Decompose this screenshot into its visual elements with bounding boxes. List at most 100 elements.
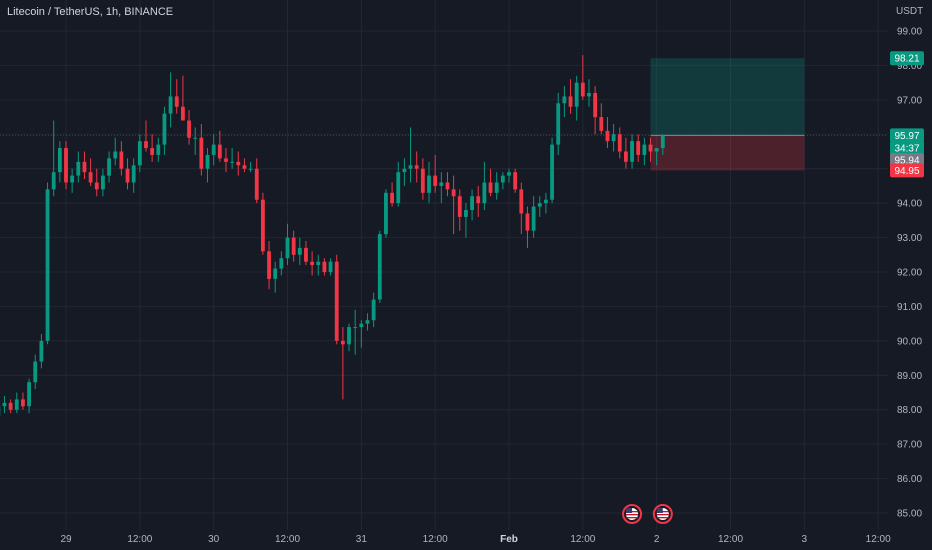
price-badge: 34:37: [890, 141, 924, 156]
candle-body: [156, 144, 161, 155]
candle-body: [507, 172, 511, 176]
candle-body: [242, 165, 247, 169]
price-tick-label: 90.00: [897, 336, 922, 347]
candle-up: [347, 323, 351, 352]
candle-body: [550, 144, 554, 200]
candle-body: [27, 382, 31, 407]
candle-body: [304, 247, 308, 262]
candle-body: [414, 165, 419, 169]
position-zones[interactable]: [0, 58, 888, 171]
candle-up: [574, 75, 579, 121]
candle-up: [51, 120, 56, 197]
flag-stripe: [656, 514, 669, 516]
flag-canton: [656, 508, 663, 513]
candle-down: [593, 86, 598, 135]
price-badge-text: 95.97: [894, 131, 919, 142]
candle-down: [476, 185, 481, 217]
candle-body: [630, 141, 634, 162]
candle-down: [636, 134, 641, 162]
candle-body: [500, 175, 505, 183]
candle-body: [544, 199, 548, 204]
price-tick-label: 86.00: [897, 474, 922, 485]
candle-body: [193, 137, 198, 139]
candle-body: [64, 148, 68, 183]
candle-up: [353, 309, 358, 355]
stop-zone[interactable]: [650, 135, 805, 171]
candle-up: [482, 161, 487, 211]
candle-up: [537, 196, 542, 217]
price-tick-label: 94.00: [897, 199, 922, 210]
candle-body: [45, 189, 50, 341]
candle-down: [580, 55, 585, 100]
candle-body: [2, 402, 7, 407]
us-flag-icon[interactable]: [652, 504, 673, 524]
time-tick-label: 3: [802, 534, 808, 545]
candle-down: [224, 148, 228, 173]
candle-body: [334, 261, 339, 341]
candle-down: [180, 75, 185, 121]
candle-body: [94, 182, 99, 190]
candle-up: [33, 354, 38, 390]
price-axis[interactable]: USDT 85.00 86.00 87.00 88.00 89.00 90.00 91.00 9…: [896, 6, 923, 520]
candle-down: [568, 79, 573, 114]
flag-canton: [626, 508, 633, 513]
candle-body: [267, 251, 271, 279]
candle-body: [180, 106, 185, 121]
candle-up: [630, 134, 634, 169]
candle-body: [580, 82, 585, 97]
candle-body: [310, 261, 315, 266]
candle-body: [113, 151, 118, 159]
candle-up: [248, 161, 253, 173]
candle-body: [57, 148, 62, 173]
candle-down: [236, 151, 241, 176]
time-tick-label: 30: [208, 534, 220, 545]
price-badge: 94.95: [890, 163, 924, 178]
candle-body: [8, 402, 13, 410]
price-badge-bg: [890, 51, 924, 66]
target-zone[interactable]: [650, 58, 805, 136]
candle-body: [279, 258, 284, 269]
candle-down: [150, 134, 155, 162]
price-tick-label: 89.00: [897, 371, 922, 382]
candle-up: [494, 172, 499, 200]
candle-body: [648, 144, 653, 152]
candle-down: [21, 392, 25, 410]
price-tick-label: 85.00: [897, 509, 922, 520]
candle-body: [137, 141, 142, 166]
candle-body: [273, 268, 278, 279]
candle-body: [291, 237, 296, 255]
candle-up: [14, 392, 19, 414]
us-flag-icon[interactable]: [622, 504, 643, 524]
candle-up: [377, 230, 382, 303]
candle-body: [285, 237, 290, 259]
candle-down: [64, 141, 68, 190]
candle-body: [248, 168, 253, 170]
candle-up: [402, 158, 407, 186]
event-markers[interactable]: [622, 504, 673, 524]
candle-down: [88, 158, 93, 186]
candle-down: [390, 182, 395, 207]
candle-body: [642, 144, 647, 155]
time-axis[interactable]: 29 12:00 30 12:00 31 12:00 Feb 12:00 2 12:00 3 12:0…: [60, 534, 891, 545]
candle-up: [205, 148, 210, 183]
candle-body: [636, 141, 641, 155]
candle-up: [556, 92, 561, 155]
candle-body: [107, 158, 111, 176]
candle-down: [144, 120, 148, 152]
candle-up: [507, 168, 511, 183]
candle-down: [119, 141, 124, 176]
candle-up: [76, 151, 81, 183]
candle-body: [162, 113, 167, 145]
candle-up: [131, 158, 136, 193]
candle-down: [433, 154, 438, 193]
candle-up: [500, 172, 505, 190]
candle-body: [494, 182, 499, 193]
candle-body: [519, 189, 524, 214]
price-badge-text: 98.21: [894, 54, 919, 65]
candle-body: [359, 323, 364, 328]
candle-body: [470, 196, 474, 211]
candle-body: [217, 144, 222, 159]
candle-body: [562, 96, 567, 104]
candle-body: [150, 148, 155, 155]
